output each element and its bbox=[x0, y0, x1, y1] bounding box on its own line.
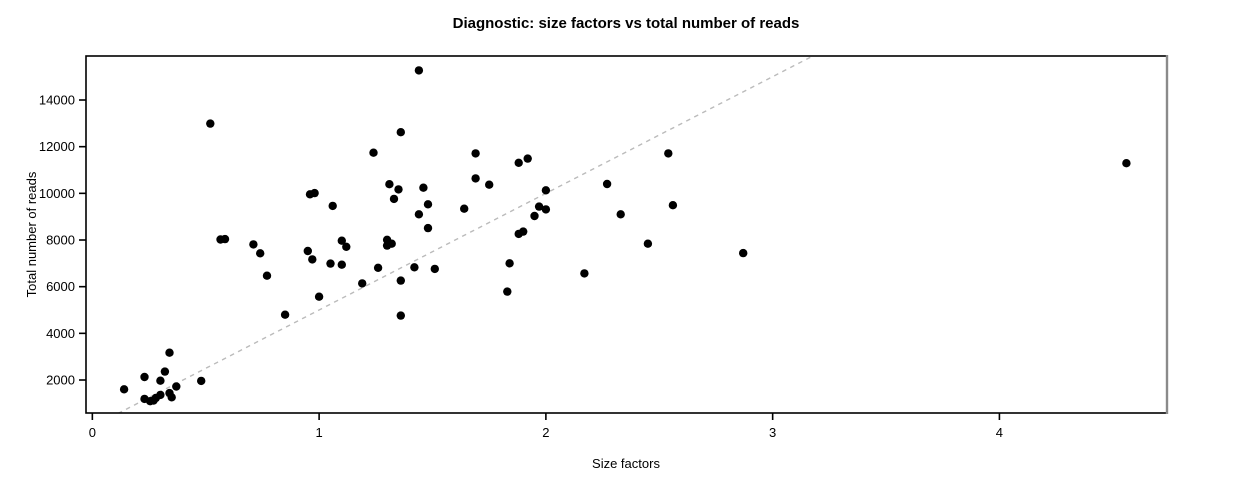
data-point bbox=[156, 390, 165, 400]
data-point bbox=[505, 259, 514, 268]
data-point bbox=[328, 201, 337, 211]
data-point bbox=[396, 276, 405, 285]
data-point bbox=[369, 148, 378, 157]
data-point bbox=[410, 263, 419, 272]
data-point bbox=[394, 185, 403, 194]
data-point bbox=[419, 183, 428, 192]
data-point bbox=[262, 271, 272, 280]
chart-title: Diagnostic: size factors vs total number… bbox=[453, 15, 800, 32]
y-axis-label: Total number of reads bbox=[24, 171, 39, 297]
y-tick-label: 14000 bbox=[39, 93, 75, 108]
x-tick-label: 3 bbox=[769, 425, 776, 440]
data-point bbox=[342, 242, 351, 251]
x-tick-label: 2 bbox=[542, 425, 549, 440]
y-tick-label: 12000 bbox=[39, 139, 75, 154]
data-point bbox=[1122, 159, 1131, 168]
data-point bbox=[530, 211, 539, 221]
data-point bbox=[308, 255, 317, 264]
data-point bbox=[358, 279, 367, 288]
data-point bbox=[389, 194, 399, 204]
y-tick-label: 4000 bbox=[46, 326, 75, 341]
y-tick-label: 6000 bbox=[46, 279, 75, 294]
data-point bbox=[471, 174, 480, 183]
data-point bbox=[314, 292, 324, 301]
data-point bbox=[602, 179, 612, 189]
data-points-layer bbox=[119, 66, 1131, 406]
data-point bbox=[519, 227, 528, 236]
data-point bbox=[256, 249, 265, 258]
data-point bbox=[541, 186, 551, 195]
axes-layer: 0 1 2 3 4 2000 4000 6000 8000 10000 12000 14000 bbox=[39, 55, 1169, 440]
y-tick-label: 10000 bbox=[39, 186, 75, 201]
data-point bbox=[385, 180, 394, 189]
data-point bbox=[423, 200, 433, 209]
data-point bbox=[373, 263, 383, 272]
x-tick-label: 4 bbox=[996, 425, 1003, 440]
data-point bbox=[165, 348, 174, 357]
x-tick-label: 0 bbox=[89, 425, 96, 440]
data-point bbox=[172, 382, 181, 391]
data-point bbox=[580, 269, 589, 278]
data-point bbox=[220, 234, 230, 244]
data-point bbox=[430, 264, 439, 274]
data-point bbox=[160, 367, 170, 376]
data-point bbox=[643, 239, 653, 248]
data-point bbox=[303, 246, 312, 256]
y-tick-label: 8000 bbox=[46, 233, 75, 248]
data-point bbox=[167, 393, 176, 402]
data-point bbox=[337, 260, 346, 269]
data-point bbox=[414, 210, 424, 219]
data-point bbox=[206, 119, 215, 128]
data-point bbox=[396, 311, 405, 320]
data-point bbox=[541, 205, 551, 214]
data-point bbox=[471, 149, 480, 158]
x-tick-label: 1 bbox=[315, 425, 322, 440]
identity-reference-line bbox=[117, 56, 815, 413]
data-point bbox=[280, 310, 290, 319]
data-point bbox=[514, 158, 523, 167]
data-point bbox=[337, 236, 346, 245]
data-point bbox=[460, 204, 469, 213]
data-point bbox=[140, 372, 149, 382]
data-point bbox=[156, 376, 165, 385]
data-point bbox=[485, 180, 494, 189]
y-tick-label: 2000 bbox=[46, 373, 75, 388]
data-point bbox=[387, 239, 396, 248]
data-point bbox=[396, 128, 405, 137]
data-point bbox=[664, 149, 673, 158]
data-point bbox=[739, 248, 748, 258]
data-point bbox=[326, 259, 335, 268]
data-point bbox=[119, 385, 129, 394]
data-point bbox=[249, 240, 258, 249]
data-point bbox=[197, 376, 206, 386]
data-point bbox=[503, 287, 512, 296]
x-axis-label: Size factors bbox=[592, 456, 660, 471]
plot-border bbox=[85, 55, 1168, 414]
reference-line-layer bbox=[117, 56, 815, 413]
data-point bbox=[310, 188, 319, 198]
data-point bbox=[668, 201, 678, 210]
data-point bbox=[423, 223, 433, 233]
data-point bbox=[523, 154, 532, 163]
data-point bbox=[414, 66, 424, 75]
data-point bbox=[616, 210, 625, 219]
data-point bbox=[534, 202, 544, 211]
